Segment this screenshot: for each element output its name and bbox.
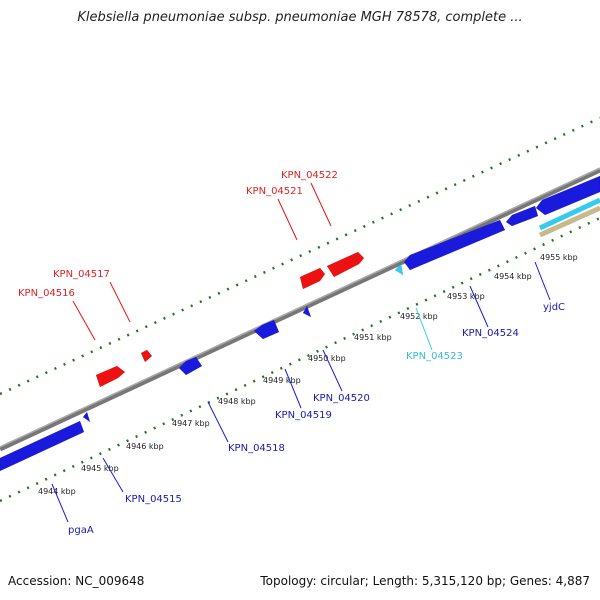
- feature-band-cyan: [538, 197, 600, 231]
- scale-tick-label: 4944 kbp: [38, 487, 76, 496]
- gene-arrow-kpn-04518[interactable]: [178, 356, 203, 376]
- scale-tick-label: 4948 kbp: [218, 397, 256, 406]
- gene-arrow-kpn-04517[interactable]: [140, 349, 153, 363]
- scale-tick-label: 4946 kbp: [126, 442, 164, 451]
- gene-labels: KPN_04522 KPN_04521 KPN_04517 KPN_04516 KPN_…: [18, 170, 565, 536]
- gene-label-kpn-04520[interactable]: KPN_04520: [313, 393, 370, 404]
- scale-tick-label: 4949 kbp: [263, 376, 301, 385]
- gene-arrow-kpn-04515[interactable]: [82, 411, 91, 423]
- gene-label-kpn-04519[interactable]: KPN_04519: [275, 410, 332, 421]
- scale-tick-label: 4945 kbp: [81, 464, 119, 473]
- label-leader-line: [534, 261, 551, 301]
- gene-arrow-kpn-04521[interactable]: [299, 267, 326, 290]
- topology-summary: Topology: circular; Length: 5,315,120 bp…: [260, 574, 590, 588]
- label-leader-line: [469, 285, 489, 328]
- label-leader-line: [322, 349, 343, 392]
- gene-label-kpn-04515[interactable]: KPN_04515: [125, 494, 182, 505]
- genome-backbone: [0, 167, 600, 452]
- outer-dotted-guide: [0, 116, 600, 396]
- gene-arrow-yjdC-2[interactable]: [535, 175, 600, 216]
- gene-label-kpn-04521[interactable]: KPN_04521: [246, 186, 303, 197]
- gene-glyphs: [0, 175, 600, 472]
- gene-label-kpn-04522[interactable]: KPN_04522: [281, 170, 338, 181]
- gene-arrow-kpn-04520[interactable]: [302, 305, 312, 318]
- gene-label-kpn-04517[interactable]: KPN_04517: [53, 269, 110, 280]
- gene-arrow-kpn-04523[interactable]: [394, 263, 404, 276]
- scale-tick-label: 4954 kbp: [494, 272, 532, 281]
- gene-label-yjdc[interactable]: yjdC: [543, 302, 565, 313]
- label-leader-line: [310, 182, 332, 227]
- gene-label-kpn-04524[interactable]: KPN_04524: [462, 328, 519, 339]
- gene-arrow-pgaA[interactable]: [0, 420, 85, 472]
- accession-text: Accession: NC_009648: [8, 574, 145, 588]
- label-leader-line: [277, 198, 298, 241]
- gene-label-kpn-04523[interactable]: KPN_04523: [406, 351, 463, 362]
- label-leader-line: [72, 300, 96, 341]
- label-leader-line: [284, 368, 302, 409]
- label-leader-line: [109, 281, 131, 323]
- label-leader-line: [51, 483, 69, 523]
- scale-tick-label: 4955 kbp: [540, 253, 578, 262]
- gene-arrow-kpn-04516[interactable]: [95, 365, 126, 388]
- label-leaders: [51, 182, 551, 523]
- label-leader-line: [207, 401, 229, 443]
- scale-tick-label: 4953 kbp: [447, 292, 485, 301]
- map-title: Klebsiella pneumoniae subsp. pneumoniae …: [77, 10, 523, 25]
- genome-backbone-highlight: [0, 167, 600, 448]
- gene-arrow-yjdC[interactable]: [505, 205, 539, 227]
- label-leader-line: [415, 307, 433, 351]
- gene-arrow-kpn-04524[interactable]: [403, 219, 506, 271]
- gene-arrow-kpn-04522[interactable]: [326, 251, 365, 278]
- gene-label-kpn-04518[interactable]: KPN_04518: [228, 443, 285, 454]
- gene-label-pgaa[interactable]: pgaA: [68, 525, 94, 536]
- feature-band-tan: [538, 205, 600, 238]
- label-leader-line: [102, 457, 124, 493]
- scale-tick-label: 4947 kbp: [172, 419, 210, 428]
- gene-label-kpn-04516[interactable]: KPN_04516: [18, 288, 75, 299]
- scale-tick-label: 4951 kbp: [354, 333, 392, 342]
- scale-dotted-guide: [0, 216, 600, 503]
- gene-arrow-kpn-04519[interactable]: [253, 319, 280, 340]
